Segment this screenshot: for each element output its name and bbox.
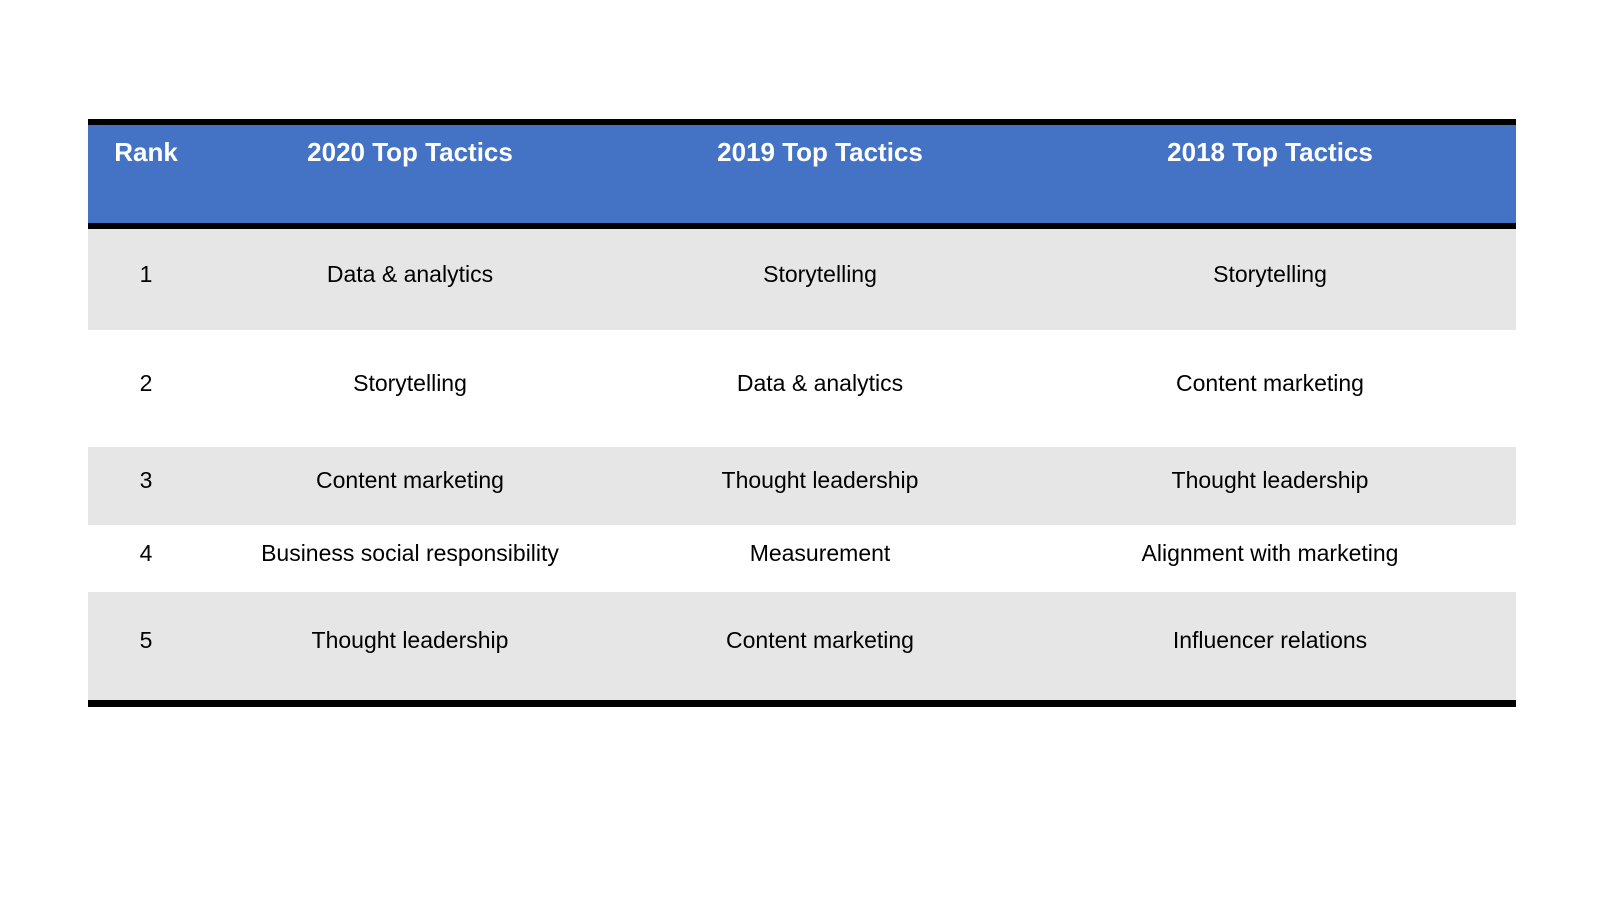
tactic-2019-cell: Storytelling — [763, 260, 877, 287]
ranking-table: Rank 2020 Top Tactics 2019 Top Tactics 2… — [88, 119, 1516, 707]
tactic-2020-cell: Data & analytics — [326, 260, 494, 287]
header-cell-rank: Rank — [114, 137, 178, 167]
rank-cell: 5 — [139, 627, 153, 654]
table-row: 4 Business social responsibility Measure… — [88, 525, 1516, 592]
rank-cell: 2 — [139, 369, 153, 396]
tactic-2019-cell: Thought leadership — [721, 467, 919, 494]
tactic-2020-cell: Business social responsibility — [261, 539, 559, 566]
header-cell-2019-tactics: 2019 Top Tactics — [717, 137, 923, 167]
tactic-2020-cell: Storytelling — [353, 369, 467, 396]
rank-cell: 1 — [139, 260, 153, 287]
table-row: 1 Data & analytics Storytelling Storytel… — [88, 229, 1516, 330]
tactic-2019-cell: Content marketing — [726, 627, 914, 654]
table-row: 3 Content marketing Thought leadership T… — [88, 447, 1516, 525]
tactic-2020-cell: Content marketing — [316, 467, 504, 494]
tactic-2019-cell: Measurement — [749, 539, 891, 566]
tactic-2018-cell: Alignment with marketing — [1141, 539, 1399, 566]
tactic-2020-cell: Thought leadership — [311, 627, 509, 654]
header-cell-2020-tactics: 2020 Top Tactics — [307, 137, 513, 167]
table-header-row: Rank 2020 Top Tactics 2019 Top Tactics 2… — [88, 125, 1516, 229]
tactic-2018-cell: Thought leadership — [1171, 467, 1369, 494]
tactic-2018-cell: Storytelling — [1213, 260, 1327, 287]
rank-cell: 4 — [139, 539, 153, 566]
table-row: 5 Thought leadership Content marketing I… — [88, 592, 1516, 700]
header-cell-2018-tactics: 2018 Top Tactics — [1167, 137, 1373, 167]
rank-cell: 3 — [139, 467, 153, 494]
table-row: 2 Storytelling Data & analytics Content … — [88, 330, 1516, 447]
tactic-2018-cell: Influencer relations — [1172, 627, 1368, 654]
tactic-2018-cell: Content marketing — [1176, 369, 1364, 396]
tactic-2019-cell: Data & analytics — [736, 369, 904, 396]
